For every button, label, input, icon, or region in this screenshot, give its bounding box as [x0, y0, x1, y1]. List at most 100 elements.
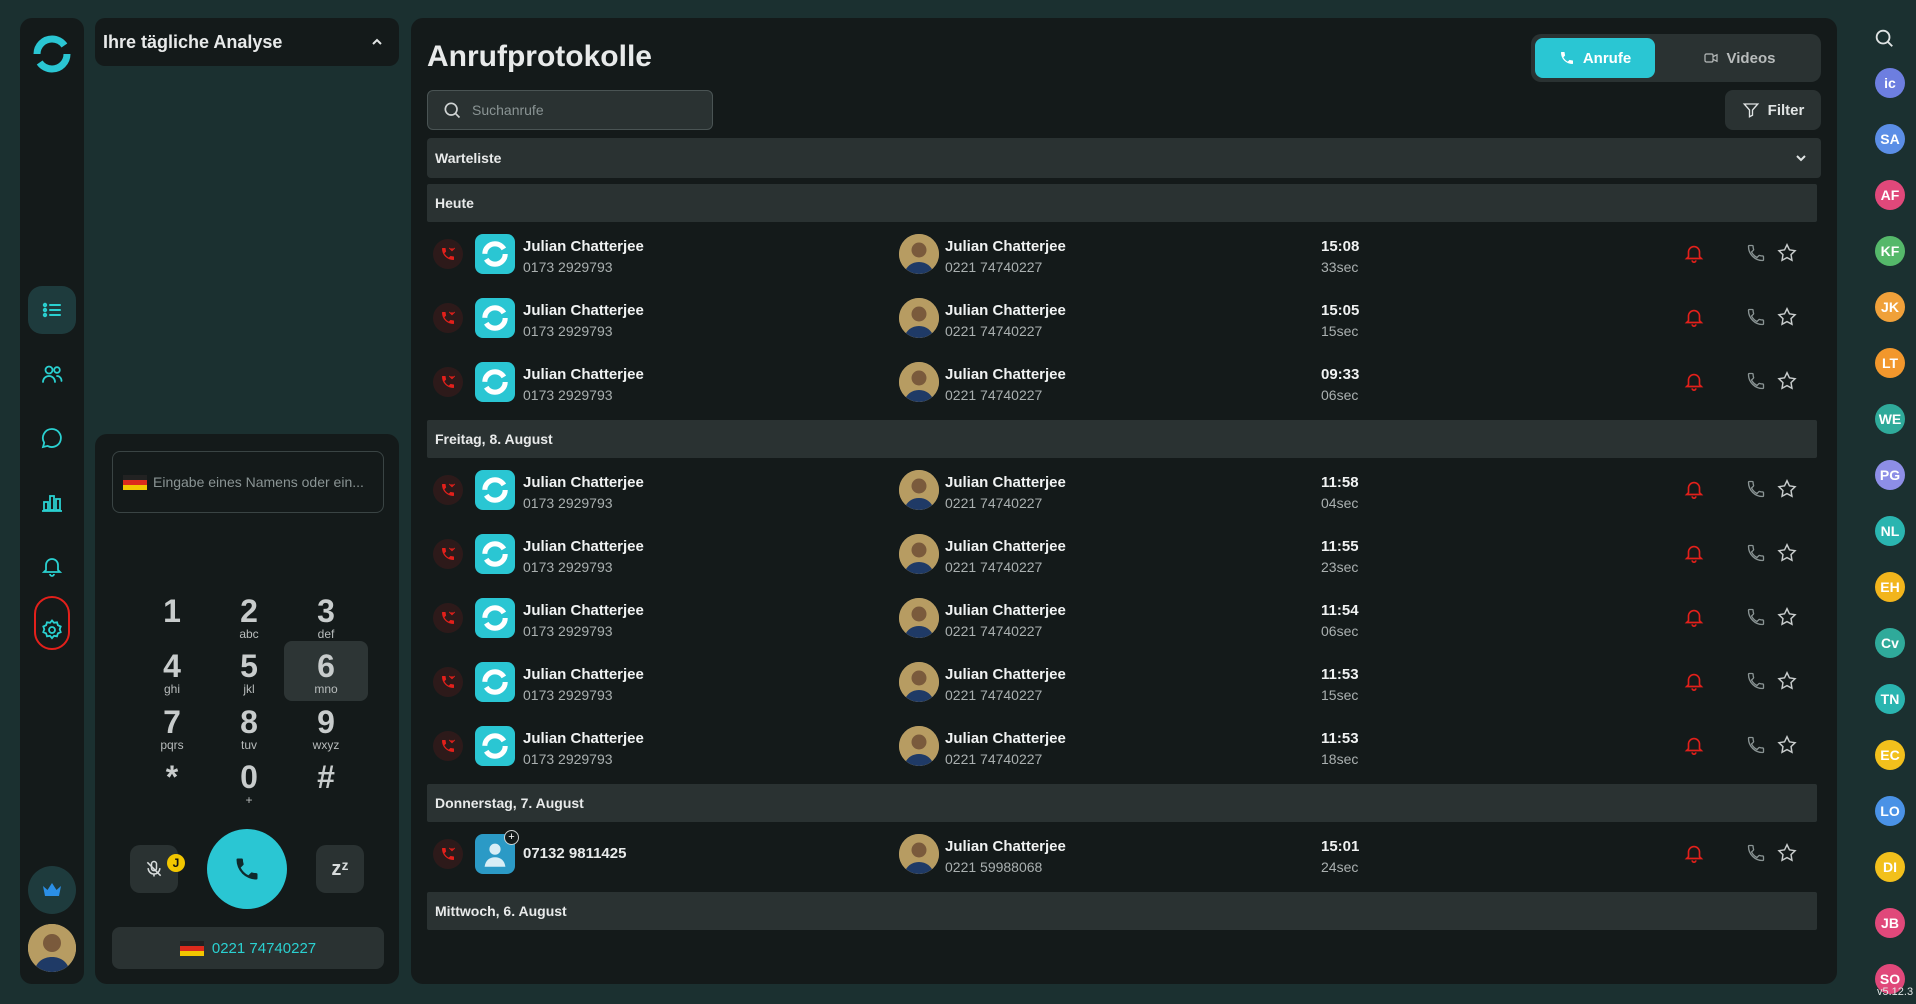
chevron-up-icon[interactable]	[369, 34, 385, 50]
contact-avatar[interactable]: JK	[1875, 292, 1905, 322]
contact-avatar[interactable]: TN	[1875, 684, 1905, 714]
dial-key-7[interactable]: 7 pqrs	[130, 697, 214, 757]
callee-info: Julian Chatterjee 0221 74740227	[945, 538, 1066, 576]
filter-button[interactable]: Filter	[1725, 90, 1821, 130]
contact-avatar[interactable]: JB	[1875, 908, 1905, 938]
contact-avatar[interactable]: ic	[1875, 68, 1905, 98]
dial-key-4[interactable]: 4 ghi	[130, 641, 214, 701]
call-back-icon[interactable]	[1746, 543, 1766, 568]
contact-avatar[interactable]: EC	[1875, 740, 1905, 770]
dial-key-1[interactable]: 1	[130, 586, 214, 646]
waitlist-accordion[interactable]: Warteliste	[427, 138, 1821, 178]
star-icon[interactable]	[1776, 670, 1798, 697]
bell-icon[interactable]	[1683, 670, 1705, 697]
contact-avatar[interactable]: NL	[1875, 516, 1905, 546]
dial-key-hash[interactable]: #	[284, 752, 368, 812]
call-time: 11:55 23sec	[1321, 538, 1359, 576]
section-header: Heute	[427, 184, 1817, 222]
contact-avatar[interactable]: SO	[1875, 964, 1905, 994]
call-row[interactable]: Julian Chatterjee 0173 2929793 Julian Chat…	[427, 350, 1817, 414]
contact-avatar[interactable]: Cv	[1875, 628, 1905, 658]
bell-icon[interactable]	[1683, 478, 1705, 505]
dial-key-2[interactable]: 2 abc	[207, 586, 291, 646]
statistics-nav-icon[interactable]	[28, 478, 76, 526]
dial-key-6[interactable]: 6 mno	[284, 641, 368, 701]
caller-logo-icon	[475, 726, 515, 766]
call-back-icon[interactable]	[1746, 307, 1766, 332]
contact-avatar[interactable]: SA	[1875, 124, 1905, 154]
tab-videos[interactable]: Videos	[1661, 38, 1817, 78]
search-icon[interactable]	[1873, 27, 1895, 49]
star-icon[interactable]	[1776, 478, 1798, 505]
call-row[interactable]: +07132 9811425 Julian Chatterjee 0221 5998…	[427, 822, 1817, 886]
star-icon[interactable]	[1776, 606, 1798, 633]
dial-key-3[interactable]: 3 def	[284, 586, 368, 646]
star-icon[interactable]	[1776, 370, 1798, 397]
star-icon[interactable]	[1776, 842, 1798, 869]
contact-avatar[interactable]: EH	[1875, 572, 1905, 602]
add-contact-icon[interactable]: +	[504, 830, 519, 845]
contact-avatar[interactable]: WE	[1875, 404, 1905, 434]
user-avatar[interactable]	[28, 924, 76, 972]
do-not-disturb-button[interactable]: zᶻ	[316, 845, 364, 893]
settings-highlight-annotation	[34, 596, 70, 650]
caller-id-selector[interactable]: 0221 74740227	[112, 927, 384, 969]
call-back-icon[interactable]	[1746, 371, 1766, 396]
call-row[interactable]: Julian Chatterjee 0173 2929793 Julian Chat…	[427, 714, 1817, 778]
dial-key-8[interactable]: 8 tuv	[207, 697, 291, 757]
caller-name: Julian Chatterjee	[523, 238, 644, 255]
contact-avatar[interactable]: LT	[1875, 348, 1905, 378]
call-back-icon[interactable]	[1746, 607, 1766, 632]
call-list-nav-icon[interactable]	[28, 286, 76, 334]
chat-nav-icon[interactable]	[28, 414, 76, 462]
contact-avatar[interactable]: PG	[1875, 460, 1905, 490]
call-row[interactable]: Julian Chatterjee 0173 2929793 Julian Chat…	[427, 286, 1817, 350]
contact-avatar[interactable]: KF	[1875, 236, 1905, 266]
dial-key-0[interactable]: 0 +	[207, 752, 291, 812]
dial-key-9[interactable]: 9 wxyz	[284, 697, 368, 757]
call-row[interactable]: Julian Chatterjee 0173 2929793 Julian Chat…	[427, 222, 1817, 286]
bell-icon[interactable]	[1683, 734, 1705, 761]
call-back-icon[interactable]	[1746, 843, 1766, 868]
call-row[interactable]: Julian Chatterjee 0173 2929793 Julian Chat…	[427, 458, 1817, 522]
bell-icon[interactable]	[1683, 542, 1705, 569]
contact-avatar[interactable]: DI	[1875, 852, 1905, 882]
missed-call-icon	[433, 239, 463, 269]
star-icon[interactable]	[1776, 734, 1798, 761]
star-icon[interactable]	[1776, 306, 1798, 333]
star-icon[interactable]	[1776, 542, 1798, 569]
dial-key-5[interactable]: 5 jkl	[207, 641, 291, 701]
dial-key-digit: 2	[240, 593, 258, 629]
call-time: 11:54 06sec	[1321, 602, 1359, 640]
crown-icon[interactable]	[28, 866, 76, 914]
bell-icon[interactable]	[1683, 242, 1705, 269]
call-row[interactable]: Julian Chatterjee 0173 2929793 Julian Chat…	[427, 522, 1817, 586]
dial-input[interactable]: Eingabe eines Namens oder ein...	[112, 451, 384, 513]
mute-mic-button[interactable]: J	[130, 845, 185, 893]
search-input[interactable]: Suchanrufe	[427, 90, 713, 130]
call-row[interactable]: Julian Chatterjee 0173 2929793 Julian Chat…	[427, 650, 1817, 714]
tab-calls[interactable]: Anrufe	[1535, 38, 1655, 78]
star-icon[interactable]	[1776, 242, 1798, 269]
call-button[interactable]	[207, 829, 287, 909]
bell-icon[interactable]	[1683, 606, 1705, 633]
bell-icon[interactable]	[1683, 306, 1705, 333]
call-back-icon[interactable]	[1746, 243, 1766, 268]
call-back-icon[interactable]	[1746, 479, 1766, 504]
bell-icon[interactable]	[1683, 370, 1705, 397]
caller-id-number: 0221 74740227	[211, 939, 317, 957]
contact-avatar[interactable]: LO	[1875, 796, 1905, 826]
daily-analysis-panel[interactable]: Ihre tägliche Analyse	[95, 18, 399, 66]
call-time-value: 15:05	[1321, 302, 1360, 319]
callee-number: 0221 74740227	[945, 687, 1043, 703]
callee-info: Julian Chatterjee 0221 74740227	[945, 302, 1066, 340]
call-back-icon[interactable]	[1746, 735, 1766, 760]
call-back-icon[interactable]	[1746, 671, 1766, 696]
bell-icon[interactable]	[1683, 842, 1705, 869]
app-logo-icon[interactable]	[31, 33, 73, 75]
call-row[interactable]: Julian Chatterjee 0173 2929793 Julian Chat…	[427, 586, 1817, 650]
contact-avatar[interactable]: AF	[1875, 180, 1905, 210]
dial-key-star[interactable]: *	[130, 752, 214, 812]
contacts-nav-icon[interactable]	[28, 350, 76, 398]
notifications-nav-icon[interactable]	[28, 542, 76, 590]
